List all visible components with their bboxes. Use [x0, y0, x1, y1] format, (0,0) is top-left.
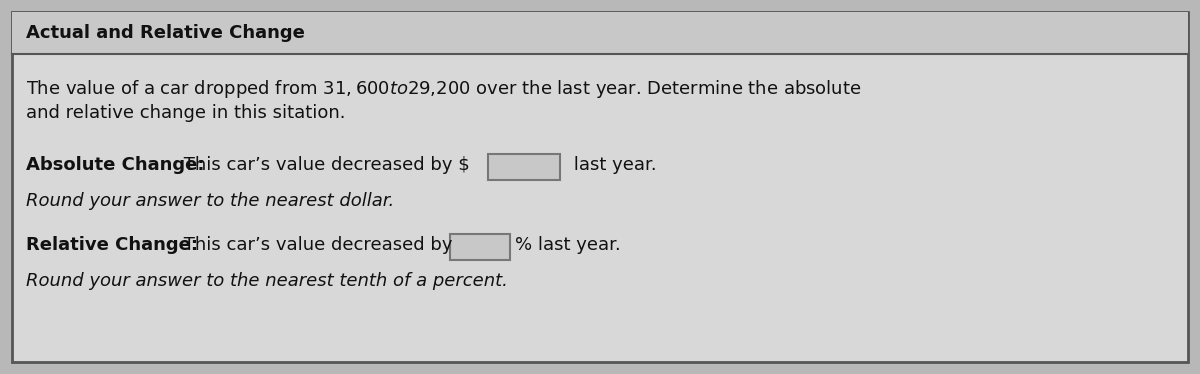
Text: last year.: last year. — [568, 156, 656, 174]
Bar — [12, 12, 1188, 54]
Text: Round your answer to the nearest dollar.: Round your answer to the nearest dollar. — [26, 192, 395, 210]
Text: % last year.: % last year. — [515, 236, 620, 254]
Text: This car’s value decreased by: This car’s value decreased by — [178, 236, 458, 254]
Text: and relative change in this sitation.: and relative change in this sitation. — [26, 104, 346, 122]
Bar — [12, 12, 1188, 20]
Text: Absolute Change:: Absolute Change: — [26, 156, 204, 174]
Text: Relative Change:: Relative Change: — [26, 236, 198, 254]
Bar — [488, 154, 560, 180]
Text: The value of a car dropped from $31,600 to $29,200 over the last year. Determine: The value of a car dropped from $31,600 … — [26, 78, 862, 100]
Text: Round your answer to the nearest tenth of a percent.: Round your answer to the nearest tenth o… — [26, 272, 508, 290]
Text: Actual and Relative Change: Actual and Relative Change — [26, 24, 305, 42]
Text: This car’s value decreased by $: This car’s value decreased by $ — [178, 156, 469, 174]
Bar — [450, 234, 510, 260]
